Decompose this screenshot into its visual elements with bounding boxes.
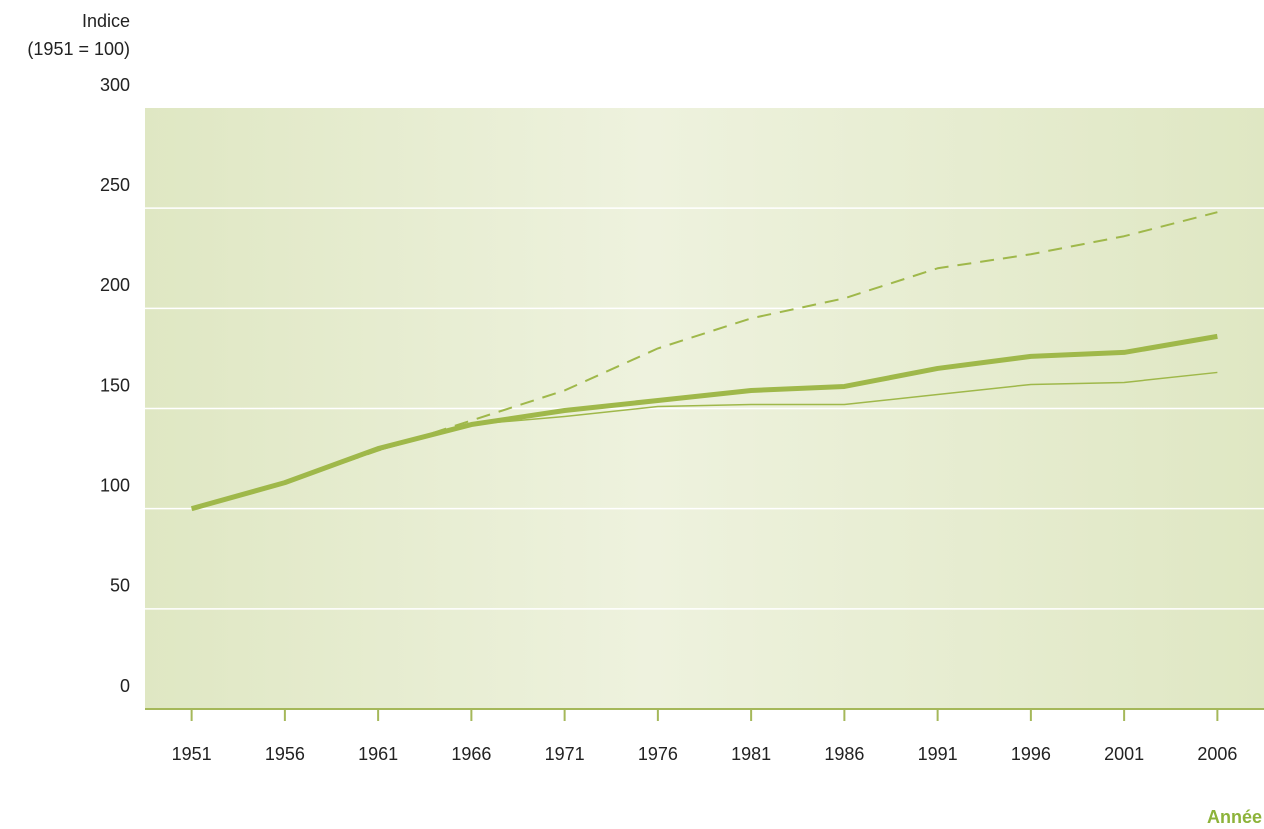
y-axis-label: (1951 = 100)	[27, 39, 130, 59]
y-tick-label: 250	[100, 175, 130, 195]
x-tick-label: 1996	[1011, 744, 1051, 764]
x-tick-label: 1951	[172, 744, 212, 764]
x-tick-label: 2001	[1104, 744, 1144, 764]
x-axis-label: Année	[1207, 807, 1262, 827]
y-tick-label: 50	[110, 576, 130, 596]
x-tick-label: 1971	[545, 744, 585, 764]
x-tick-label: 1976	[638, 744, 678, 764]
y-tick-label: 0	[120, 676, 130, 696]
x-tick-label: 1991	[918, 744, 958, 764]
x-tick-label: 1981	[731, 744, 771, 764]
x-tick-label: 1966	[451, 744, 491, 764]
y-tick-label: 100	[100, 475, 130, 495]
y-axis-label: Indice	[82, 11, 130, 31]
x-tick-label: 2006	[1197, 744, 1237, 764]
data-line	[190, 333, 1218, 512]
x-tick-label: 1986	[824, 744, 864, 764]
x-tick-label: 1961	[358, 744, 398, 764]
data-line	[191, 211, 1218, 510]
x-tick-label: 1956	[265, 744, 305, 764]
data-line	[191, 371, 1218, 510]
y-tick-label: 200	[100, 275, 130, 295]
y-tick-label: 150	[100, 375, 130, 395]
y-tick-label: 300	[100, 75, 130, 95]
